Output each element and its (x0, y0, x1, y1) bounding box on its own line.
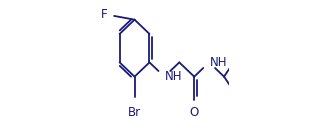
Text: NH: NH (165, 70, 183, 83)
Text: NH: NH (210, 56, 227, 69)
Text: F: F (101, 8, 108, 21)
Text: Br: Br (128, 105, 141, 119)
Text: O: O (190, 106, 199, 119)
